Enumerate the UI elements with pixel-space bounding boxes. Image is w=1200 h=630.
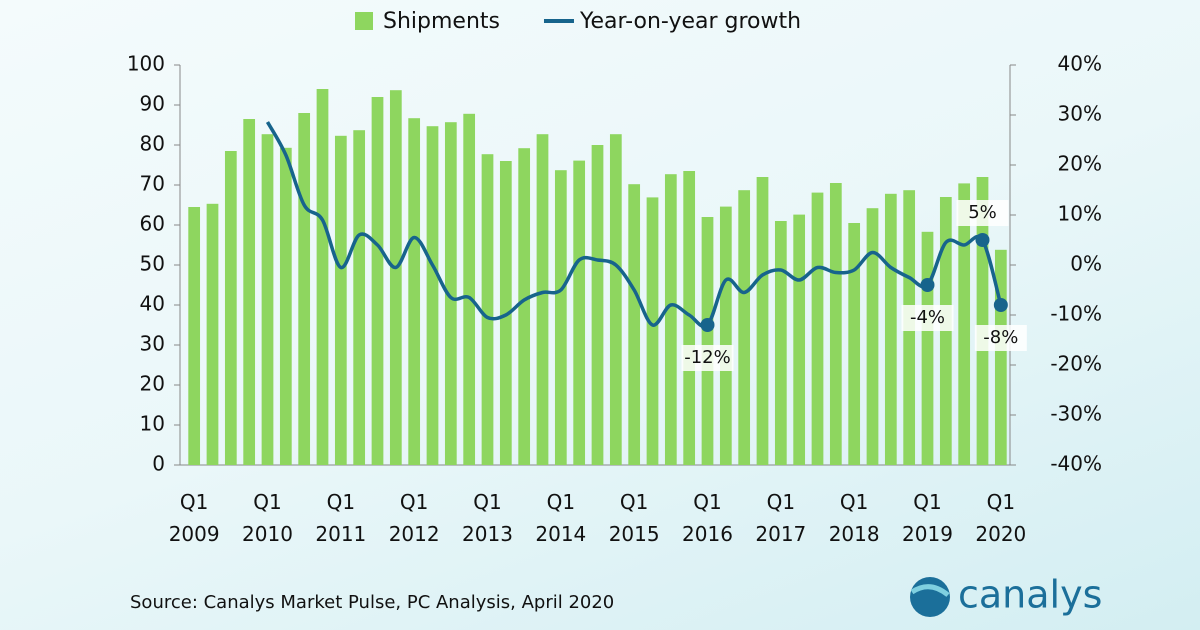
bar: [298, 113, 311, 465]
data-label: -4%: [910, 307, 945, 328]
y-tick-label: 40: [140, 292, 165, 316]
x-tick-label: Q1 2012: [388, 490, 440, 546]
logo-text: canalys: [958, 573, 1102, 617]
line: [265, 121, 1003, 329]
x-tick-label: Q1 2013: [462, 490, 513, 546]
bar: [518, 148, 531, 465]
y-tick-label: 50: [140, 252, 165, 276]
logo-swoosh: [910, 584, 950, 597]
bar: [408, 118, 421, 465]
y-tick-label: 80: [140, 132, 165, 156]
y2-tick-label: -30%: [1050, 402, 1102, 426]
bar: [279, 147, 292, 466]
bar: [591, 145, 604, 465]
legend-label: Shipments: [383, 9, 500, 34]
logo-icon: [910, 577, 950, 617]
bar: [829, 183, 842, 465]
bar: [683, 171, 696, 465]
bar: [243, 119, 256, 465]
x-tick-label: Q1 2020: [975, 490, 1027, 546]
bar: [206, 203, 219, 466]
bar: [316, 89, 329, 465]
x-tick-label: Q1 2010: [242, 490, 293, 546]
y-tick-label: 0: [152, 452, 165, 476]
bar: [389, 90, 402, 465]
bar: [738, 190, 751, 465]
x-tick-label: Q1 2018: [828, 490, 880, 546]
bar: [573, 160, 586, 465]
y2-tick-label: -40%: [1050, 452, 1102, 476]
bar: [921, 231, 934, 465]
y2-tick-label: 40%: [1058, 52, 1102, 76]
marker: [993, 298, 1008, 312]
bar: [481, 154, 494, 465]
x-tick-label: Q1 2015: [608, 490, 660, 546]
y2-tick-label: 30%: [1058, 102, 1102, 126]
y2-tick-label: 10%: [1058, 202, 1102, 226]
marker: [920, 278, 935, 292]
x-tick-label: Q1 2014: [535, 490, 587, 546]
data-label: -8%: [983, 327, 1018, 348]
label-bg: [901, 305, 954, 331]
bar: [701, 217, 714, 465]
bar: [994, 249, 1007, 465]
bar: [976, 177, 989, 465]
bar: [499, 161, 512, 465]
bar: [554, 170, 567, 465]
bar: [371, 97, 384, 465]
x-tick-label: Q1 2011: [315, 490, 367, 546]
bar: [444, 122, 457, 465]
y-tick-label: 30: [140, 332, 165, 356]
bar: [646, 197, 659, 465]
source: Source: Canalys Market Pulse, PC Analysi…: [130, 592, 614, 613]
y2-tick-label: 0%: [1070, 252, 1102, 276]
bar: [426, 126, 439, 465]
bar: [463, 113, 476, 466]
y-tick-label: 60: [140, 212, 165, 236]
bar: [958, 183, 971, 465]
x-tick-label: Q1 2009: [168, 490, 220, 546]
bar: [664, 174, 677, 465]
data-label: 5%: [968, 202, 997, 223]
bar: [261, 134, 274, 465]
y2-tick-label: -10%: [1050, 302, 1102, 326]
bar: [188, 207, 201, 465]
bar: [774, 221, 787, 465]
bar: [536, 134, 549, 465]
data-label: -12%: [684, 347, 731, 368]
label-bg: [956, 200, 1009, 226]
bar: [811, 192, 824, 465]
y-tick-label: 10: [140, 412, 165, 436]
bar: [848, 223, 861, 465]
bar: [334, 135, 347, 466]
bar: [609, 134, 622, 465]
y2-tick-label: -20%: [1050, 352, 1102, 376]
bar: [719, 206, 732, 465]
label-bg: [974, 325, 1027, 351]
legend-label: Year-on-year growth: [579, 9, 801, 34]
bar: [756, 177, 769, 465]
y-tick-label: 90: [140, 92, 165, 116]
label-bg: [681, 345, 734, 371]
legend-swatch: [355, 12, 373, 30]
x-tick-label: Q1 2016: [682, 490, 733, 546]
x-tick-label: Q1 2017: [755, 490, 807, 546]
bar: [353, 130, 366, 465]
bar: [866, 208, 879, 465]
marker: [975, 233, 990, 247]
bar: [628, 184, 641, 465]
y-tick-label: 100: [127, 52, 165, 76]
marker: [700, 318, 715, 332]
bar: [793, 214, 806, 465]
bar: [884, 193, 897, 466]
y-tick-label: 70: [140, 172, 165, 196]
y-tick-label: 20: [140, 372, 165, 396]
bar: [224, 151, 237, 465]
y2-tick-label: 20%: [1058, 152, 1102, 176]
x-tick-label: Q1 2019: [902, 490, 953, 546]
